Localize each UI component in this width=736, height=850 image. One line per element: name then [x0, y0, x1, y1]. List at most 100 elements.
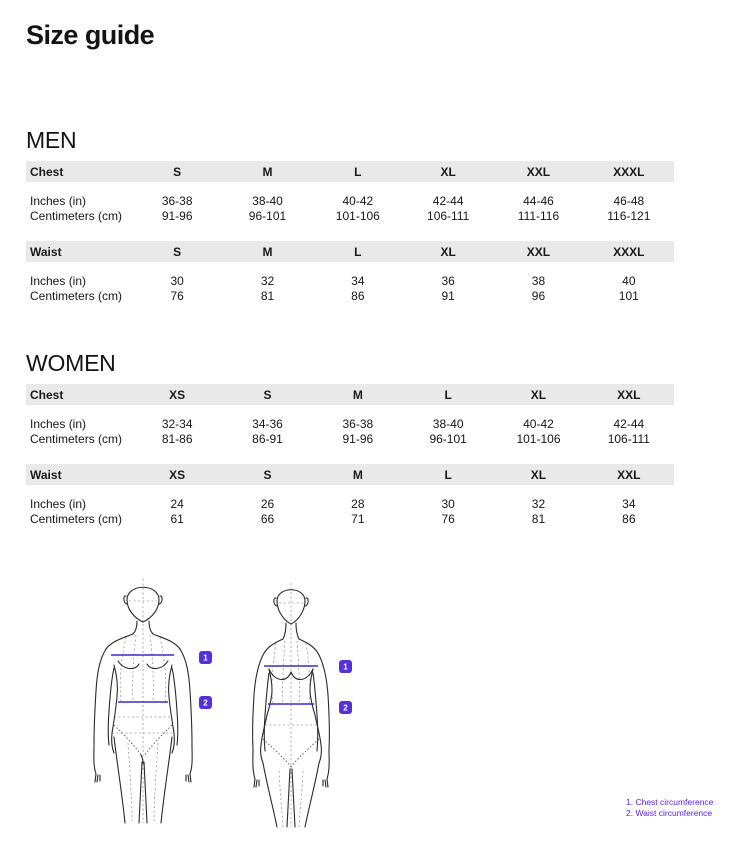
badge-2: 2 [199, 696, 212, 709]
male-body-diagram-icon: 1 2 [93, 579, 212, 824]
men-chest-table: Chest S M L XL XXL XXXL Inches (in) 36-3… [26, 161, 674, 223]
size-value-cell: 32 [531, 496, 546, 511]
size-column-header: M [312, 464, 403, 485]
size-value-cell: 36 [441, 273, 455, 288]
size-column-header: S [132, 161, 223, 182]
size-column-header: L [402, 464, 494, 485]
size-value-cell: 91-96 [161, 208, 193, 223]
table-header-row: Waist S M L XL XXL XXXL [26, 241, 674, 262]
unit-row-label: Centimeters (cm) [30, 511, 123, 526]
construction-lines [265, 583, 317, 828]
size-value-cell: 111-116 [517, 208, 560, 223]
size-value-cell: 101 [618, 288, 639, 303]
svg-text:1: 1 [343, 663, 348, 672]
table-row: Inches (in) 36-38 38-40 40-42 42-44 44-4… [26, 182, 674, 208]
size-column-header: L [402, 384, 494, 405]
pelvis-lines [262, 738, 320, 768]
size-value-cell: 38-40 [252, 193, 283, 208]
size-value-cell: 81 [531, 511, 546, 526]
table-header-row: Waist XS S M L XL XXL [26, 464, 674, 485]
size-value-cell: 96-101 [429, 431, 467, 446]
size-value-cell: 46-48 [613, 193, 645, 208]
size-column-header: XL [493, 464, 584, 485]
unit-row-label: Centimeters (cm) [30, 208, 123, 223]
size-value-cell: 34 [351, 273, 365, 288]
female-body-diagram-icon: 1 2 [252, 583, 352, 828]
size-value-cell: 76 [170, 288, 184, 303]
unit-row-label: Centimeters (cm) [30, 288, 123, 303]
size-column-header: L [312, 161, 403, 182]
size-value-cell: 32-34 [161, 416, 193, 431]
size-value-cell: 40-42 [342, 193, 374, 208]
badge-1: 1 [339, 660, 352, 673]
unit-row-label: Inches (in) [30, 273, 87, 288]
section-heading-women: WOMEN [26, 350, 116, 376]
women-chest-table: Chest XS S M L XL XXL Inches (in) 32-34 … [26, 384, 674, 446]
measurement-legend: 1. Chest circumference 2. Waist circumfe… [626, 797, 713, 818]
size-value-cell: 36-38 [161, 193, 193, 208]
measure-label-waist: Waist [26, 464, 132, 485]
table-row: Centimeters (cm) 61 66 71 76 81 86 [26, 511, 674, 526]
size-value-cell: 32 [260, 273, 275, 288]
size-column-header: XL [402, 241, 494, 262]
section-heading-men: MEN [26, 127, 77, 153]
size-column-header: XXL [493, 241, 584, 262]
size-value-cell: 91 [441, 288, 455, 303]
size-value-cell: 61 [170, 511, 184, 526]
table-row: Centimeters (cm) 76 81 86 91 96 101 [26, 288, 674, 303]
size-value-cell: 101-106 [335, 208, 380, 223]
size-value-cell: 36-38 [342, 416, 374, 431]
size-value-cell: 76 [441, 511, 455, 526]
size-column-header: XL [493, 384, 584, 405]
measure-label-chest: Chest [26, 161, 132, 182]
size-column-header: XL [402, 161, 494, 182]
size-value-cell: 34-36 [252, 416, 283, 431]
size-value-cell: 42-44 [613, 416, 645, 431]
size-value-cell: 24 [170, 496, 184, 511]
women-waist-table: Waist XS S M L XL XXL Inches (in) 24 26 … [26, 464, 674, 526]
unit-row-label: Inches (in) [30, 193, 87, 208]
men-waist-table: Waist S M L XL XXL XXXL Inches (in) 30 3… [26, 241, 674, 303]
size-value-cell: 106-111 [427, 208, 470, 223]
size-value-cell: 38-40 [432, 416, 464, 431]
size-value-cell: 34 [622, 496, 636, 511]
table-header-row: Chest XS S M L XL XXL [26, 384, 674, 405]
size-column-header: XXL [493, 161, 584, 182]
size-column-header: XXL [583, 464, 674, 485]
svg-text:2: 2 [343, 704, 348, 713]
size-value-cell: 44-46 [523, 193, 554, 208]
size-value-cell: 91-96 [342, 431, 374, 446]
table-row: Inches (in) 24 26 28 30 32 34 [26, 485, 674, 511]
size-value-cell: 96 [531, 288, 546, 303]
size-value-cell: 86 [622, 511, 636, 526]
measurement-diagrams: 1 2 [81, 575, 713, 835]
body-outline [93, 586, 193, 824]
size-column-header: S [222, 464, 313, 485]
size-column-header: XS [132, 464, 223, 485]
svg-text:1: 1 [203, 654, 208, 663]
size-value-cell: 106-111 [607, 431, 650, 446]
construction-lines [112, 579, 174, 824]
legend-waist: 2. Waist circumference [626, 807, 713, 818]
size-value-cell: 30 [441, 496, 455, 511]
page-title: Size guide [26, 20, 155, 50]
size-column-header: XXXL [583, 241, 674, 262]
measure-label-chest: Chest [26, 384, 132, 405]
size-value-cell: 81 [260, 288, 275, 303]
size-value-cell: 66 [260, 511, 275, 526]
table-row: Inches (in) 32-34 34-36 36-38 38-40 40-4… [26, 405, 674, 431]
size-column-header: M [312, 384, 403, 405]
size-value-cell: 101-106 [516, 431, 561, 446]
size-column-header: S [132, 241, 223, 262]
badge-1: 1 [199, 651, 212, 664]
measure-label-waist: Waist [26, 241, 132, 262]
table-row: Inches (in) 30 32 34 36 38 40 [26, 262, 674, 288]
size-value-cell: 28 [351, 496, 365, 511]
size-column-header: M [222, 161, 313, 182]
size-value-cell: 86-91 [252, 431, 283, 446]
table-row: Centimeters (cm) 81-86 86-91 91-96 96-10… [26, 431, 674, 446]
unit-row-label: Inches (in) [30, 496, 87, 511]
size-value-cell: 30 [170, 273, 184, 288]
size-value-cell: 96-101 [248, 208, 287, 223]
size-value-cell: 42-44 [432, 193, 464, 208]
